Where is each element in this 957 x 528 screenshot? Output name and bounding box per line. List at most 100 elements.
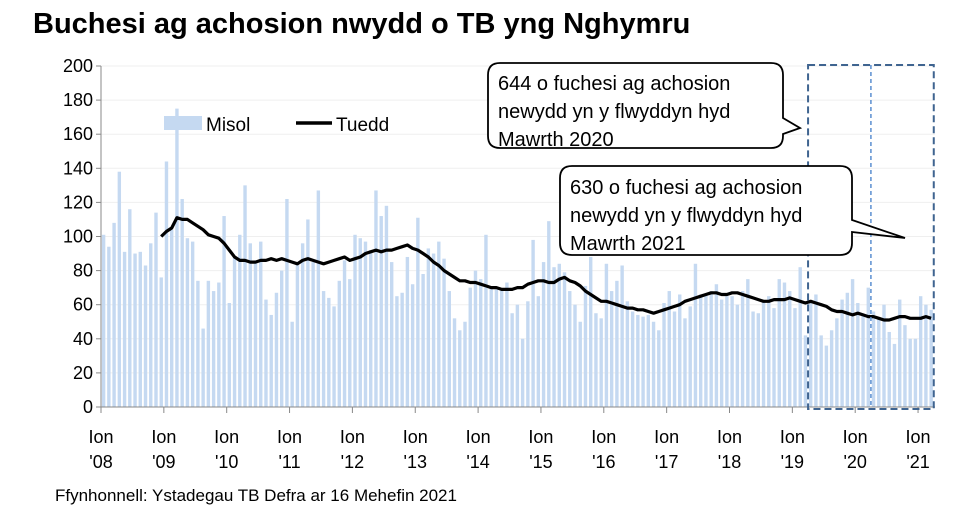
bar-misol [248,243,252,407]
bar-misol [746,279,750,407]
bar-misol [845,292,850,407]
bar-misol [803,335,808,407]
bar-misol [688,306,692,407]
bar-misol [274,292,279,407]
x-tick-label: Ion [654,427,679,447]
bar-misol [808,301,813,407]
x-tick-label: Ion [403,427,428,447]
bar-misol [416,217,420,407]
x-tick-label: Ion [717,427,742,447]
bar-misol [442,258,446,407]
bar-misol [264,299,268,407]
bar-misol [133,253,137,407]
bar-misol [929,309,933,407]
bar-misol [866,287,870,407]
bar-misol [641,316,645,407]
bar-misol [662,302,666,407]
bar-misol [232,256,237,407]
bar-misol [353,234,357,407]
bar-misol [767,296,771,407]
bar-misol [730,296,734,407]
bar-misol [683,318,687,407]
x-tick-label: Ion [340,427,365,447]
bar-misol [850,279,855,407]
bar-misol [798,267,802,407]
bar-misol [751,311,755,407]
bar-misol [170,229,174,407]
bar-misol [557,263,561,407]
x-tick-label: Ion [466,427,491,447]
bar-misol [573,304,577,407]
bar-misol [300,243,305,407]
x-tick-label: '12 [341,452,364,472]
y-tick-label: 120 [63,192,93,212]
bar-misol [719,299,724,407]
x-tick-label: Ion [151,427,176,447]
legend-label-tuedd: Tuedd [336,115,389,136]
bar-misol [913,338,918,407]
bar-misol [196,280,200,407]
bar-misol [327,297,331,407]
bar-misol [856,302,860,407]
bar-misol [295,263,300,407]
callout-text: Mawrth 2021 [570,233,686,255]
bar-misol [568,291,572,407]
bar-misol [238,234,242,407]
bar-misol [389,262,394,407]
bar-misol [793,308,797,407]
x-tick-label: Ion [591,427,616,447]
bar-misol [499,289,504,407]
bar-misol [594,313,598,407]
bar-misol [604,263,609,407]
bar-misol [447,291,451,407]
bar-misol [421,274,425,407]
bar-misol [159,277,163,407]
bar-misol [615,280,619,407]
bar-misol [625,301,630,407]
bar-misol [369,250,373,407]
bar-misol [520,338,525,407]
callout-text: newydd yn y flwyddyn hyd [570,205,802,227]
bar-misol [840,299,844,407]
bar-misol [400,292,404,407]
bar-misol [437,241,441,407]
x-tick-label: '21 [906,452,929,472]
bar-misol [599,318,603,407]
bar-misol [164,161,169,407]
callout-box [559,165,906,256]
bar-misol [395,296,399,407]
bar-misol [489,287,493,407]
bar-misol [107,246,111,407]
bar-misol [583,285,588,407]
bar-misol [871,311,876,407]
source-note: Ffynhonnell: Ystadegau TB Defra ar 16 Me… [55,486,457,505]
bar-misol [222,216,226,407]
bar-misol [253,260,258,407]
y-tick-label: 140 [63,158,93,178]
bar-misol [211,291,216,407]
x-tick-label: '16 [592,452,615,472]
y-tick-label: 20 [73,363,93,383]
bar-misol [578,321,582,407]
bar-misol [918,296,923,407]
bar-misol [458,330,462,407]
bar-misol [431,253,436,407]
bar-misol [735,304,740,407]
bar-misol [824,345,829,407]
bar-misol [898,299,902,407]
bar-misol [180,198,184,407]
bar-misol [243,185,247,407]
bar-misol [620,265,624,407]
bar-misol [217,282,221,407]
bar-misol [505,282,509,407]
bar-misol [410,284,415,407]
x-tick-label: '13 [404,452,427,472]
callout-box [487,62,803,149]
x-tick-label: Ion [843,427,868,447]
line-tuedd [160,216,932,322]
bar-misol [112,222,116,407]
x-tick-label: Ion [906,427,931,447]
bar-misol [761,301,766,407]
